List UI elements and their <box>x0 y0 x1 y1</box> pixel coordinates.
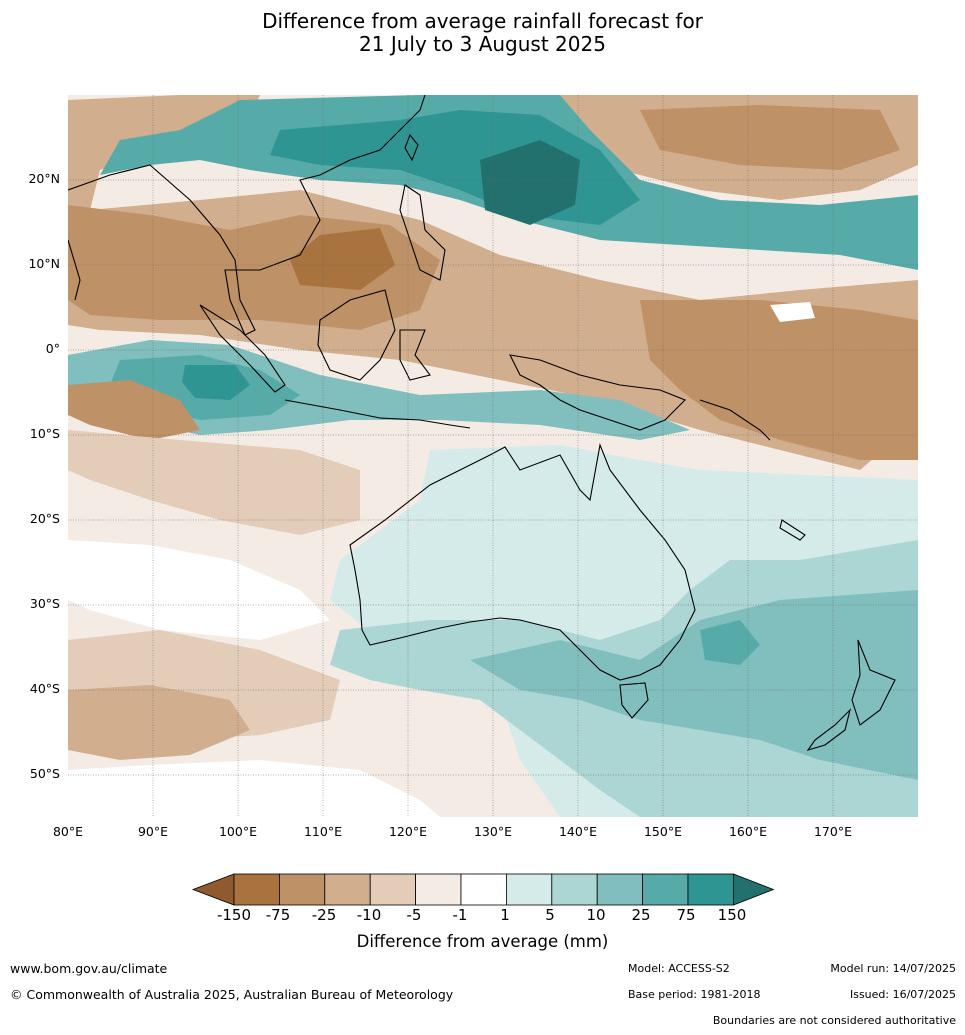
lon-label: 140°E <box>558 824 597 839</box>
wet-core-indian <box>182 365 250 400</box>
website-link[interactable]: www.bom.gov.au/climate <box>10 961 168 976</box>
wet-core-north <box>480 140 580 225</box>
lon-label: 80°E <box>52 824 84 839</box>
lat-label: 50°S <box>29 766 60 781</box>
tasmania-coast <box>619 682 649 719</box>
lat-label: 20°N <box>28 171 60 186</box>
model-name: Model: ACCESS-S2 <box>628 962 730 975</box>
lon-label: 160°E <box>728 824 767 839</box>
lon-label: 120°E <box>388 824 427 839</box>
colorbar-title: Difference from average (mm) <box>356 932 609 951</box>
white-patch-pacific <box>770 302 815 322</box>
issued-date: Issued: 16/07/2025 <box>849 988 956 1001</box>
lat-label: 40°S <box>29 681 60 696</box>
colorbar-tick-label: 1 <box>500 906 510 924</box>
dry-core-1 <box>290 228 395 290</box>
dry-region-tropical-s <box>68 430 360 535</box>
nz-north-coast <box>851 639 896 726</box>
lat-label: 20°S <box>29 511 60 526</box>
dry-region-equatorial-pacific <box>640 300 918 460</box>
graticule <box>68 95 918 817</box>
white-region-mid <box>68 540 330 640</box>
dry-region-sw-1 <box>68 380 200 440</box>
new-guinea-coast <box>509 354 686 431</box>
colorbar-tick-label: 75 <box>676 906 696 924</box>
colorbar-tick-label: 150 <box>717 906 747 924</box>
borneo-coast <box>317 289 396 381</box>
colorbar-tick-label: -150 <box>216 906 252 924</box>
copyright: © Commonwealth of Australia 2025, Austra… <box>10 987 454 1002</box>
lon-label: 110°E <box>303 824 342 839</box>
colorbar-tick-label: 25 <box>631 906 651 924</box>
colorbar-tick-label: -75 <box>265 906 291 924</box>
boundaries-disclaimer: Boundaries are not considered authoritat… <box>712 1014 956 1027</box>
new-caledonia-coast <box>779 519 806 541</box>
coastlines <box>68 95 896 751</box>
philippines-coast <box>399 184 446 281</box>
lat-label: 10°S <box>29 426 60 441</box>
lon-label: 130°E <box>473 824 512 839</box>
wet-core-tasman <box>700 620 760 665</box>
australia-coast <box>349 443 696 681</box>
title-line-2: 21 July to 3 August 2025 <box>359 32 606 56</box>
base-period: Base period: 1981-2018 <box>628 988 761 1001</box>
java-coast <box>284 399 471 429</box>
lon-label: 90°E <box>137 824 169 839</box>
lat-label: 10°N <box>28 256 60 271</box>
solomon-coast <box>699 399 771 441</box>
sulawesi-coast <box>399 329 431 381</box>
colorbar-tick-label: -10 <box>356 906 382 924</box>
taiwan-coast <box>404 133 419 162</box>
se-asia-coast <box>68 95 426 336</box>
colorbar-tick-label: 10 <box>586 906 606 924</box>
lon-label: 150°E <box>643 824 682 839</box>
wet-region-southern-ocean <box>470 590 918 780</box>
colorbar-tick-label: -5 <box>406 906 422 924</box>
white-region-south <box>68 760 440 817</box>
colorbar-tick-label: -1 <box>452 906 468 924</box>
colorbar-tick-label: -25 <box>311 906 337 924</box>
lon-label: 170°E <box>813 824 852 839</box>
model-run: Model run: 14/07/2025 <box>830 962 956 975</box>
nz-south-coast <box>806 708 852 751</box>
dry-region-south-indian-2 <box>68 685 250 760</box>
map-title: Difference from average rainfall forecas… <box>0 10 965 56</box>
colorbar-tick-label: 5 <box>545 906 555 924</box>
dry-region-pacific-north-2 <box>640 105 900 170</box>
lat-label: 30°S <box>29 596 60 611</box>
title-line-1: Difference from average rainfall forecas… <box>262 9 703 33</box>
india-coast <box>68 239 81 301</box>
lon-label: 100°E <box>218 824 257 839</box>
lat-label: 0° <box>45 341 60 356</box>
